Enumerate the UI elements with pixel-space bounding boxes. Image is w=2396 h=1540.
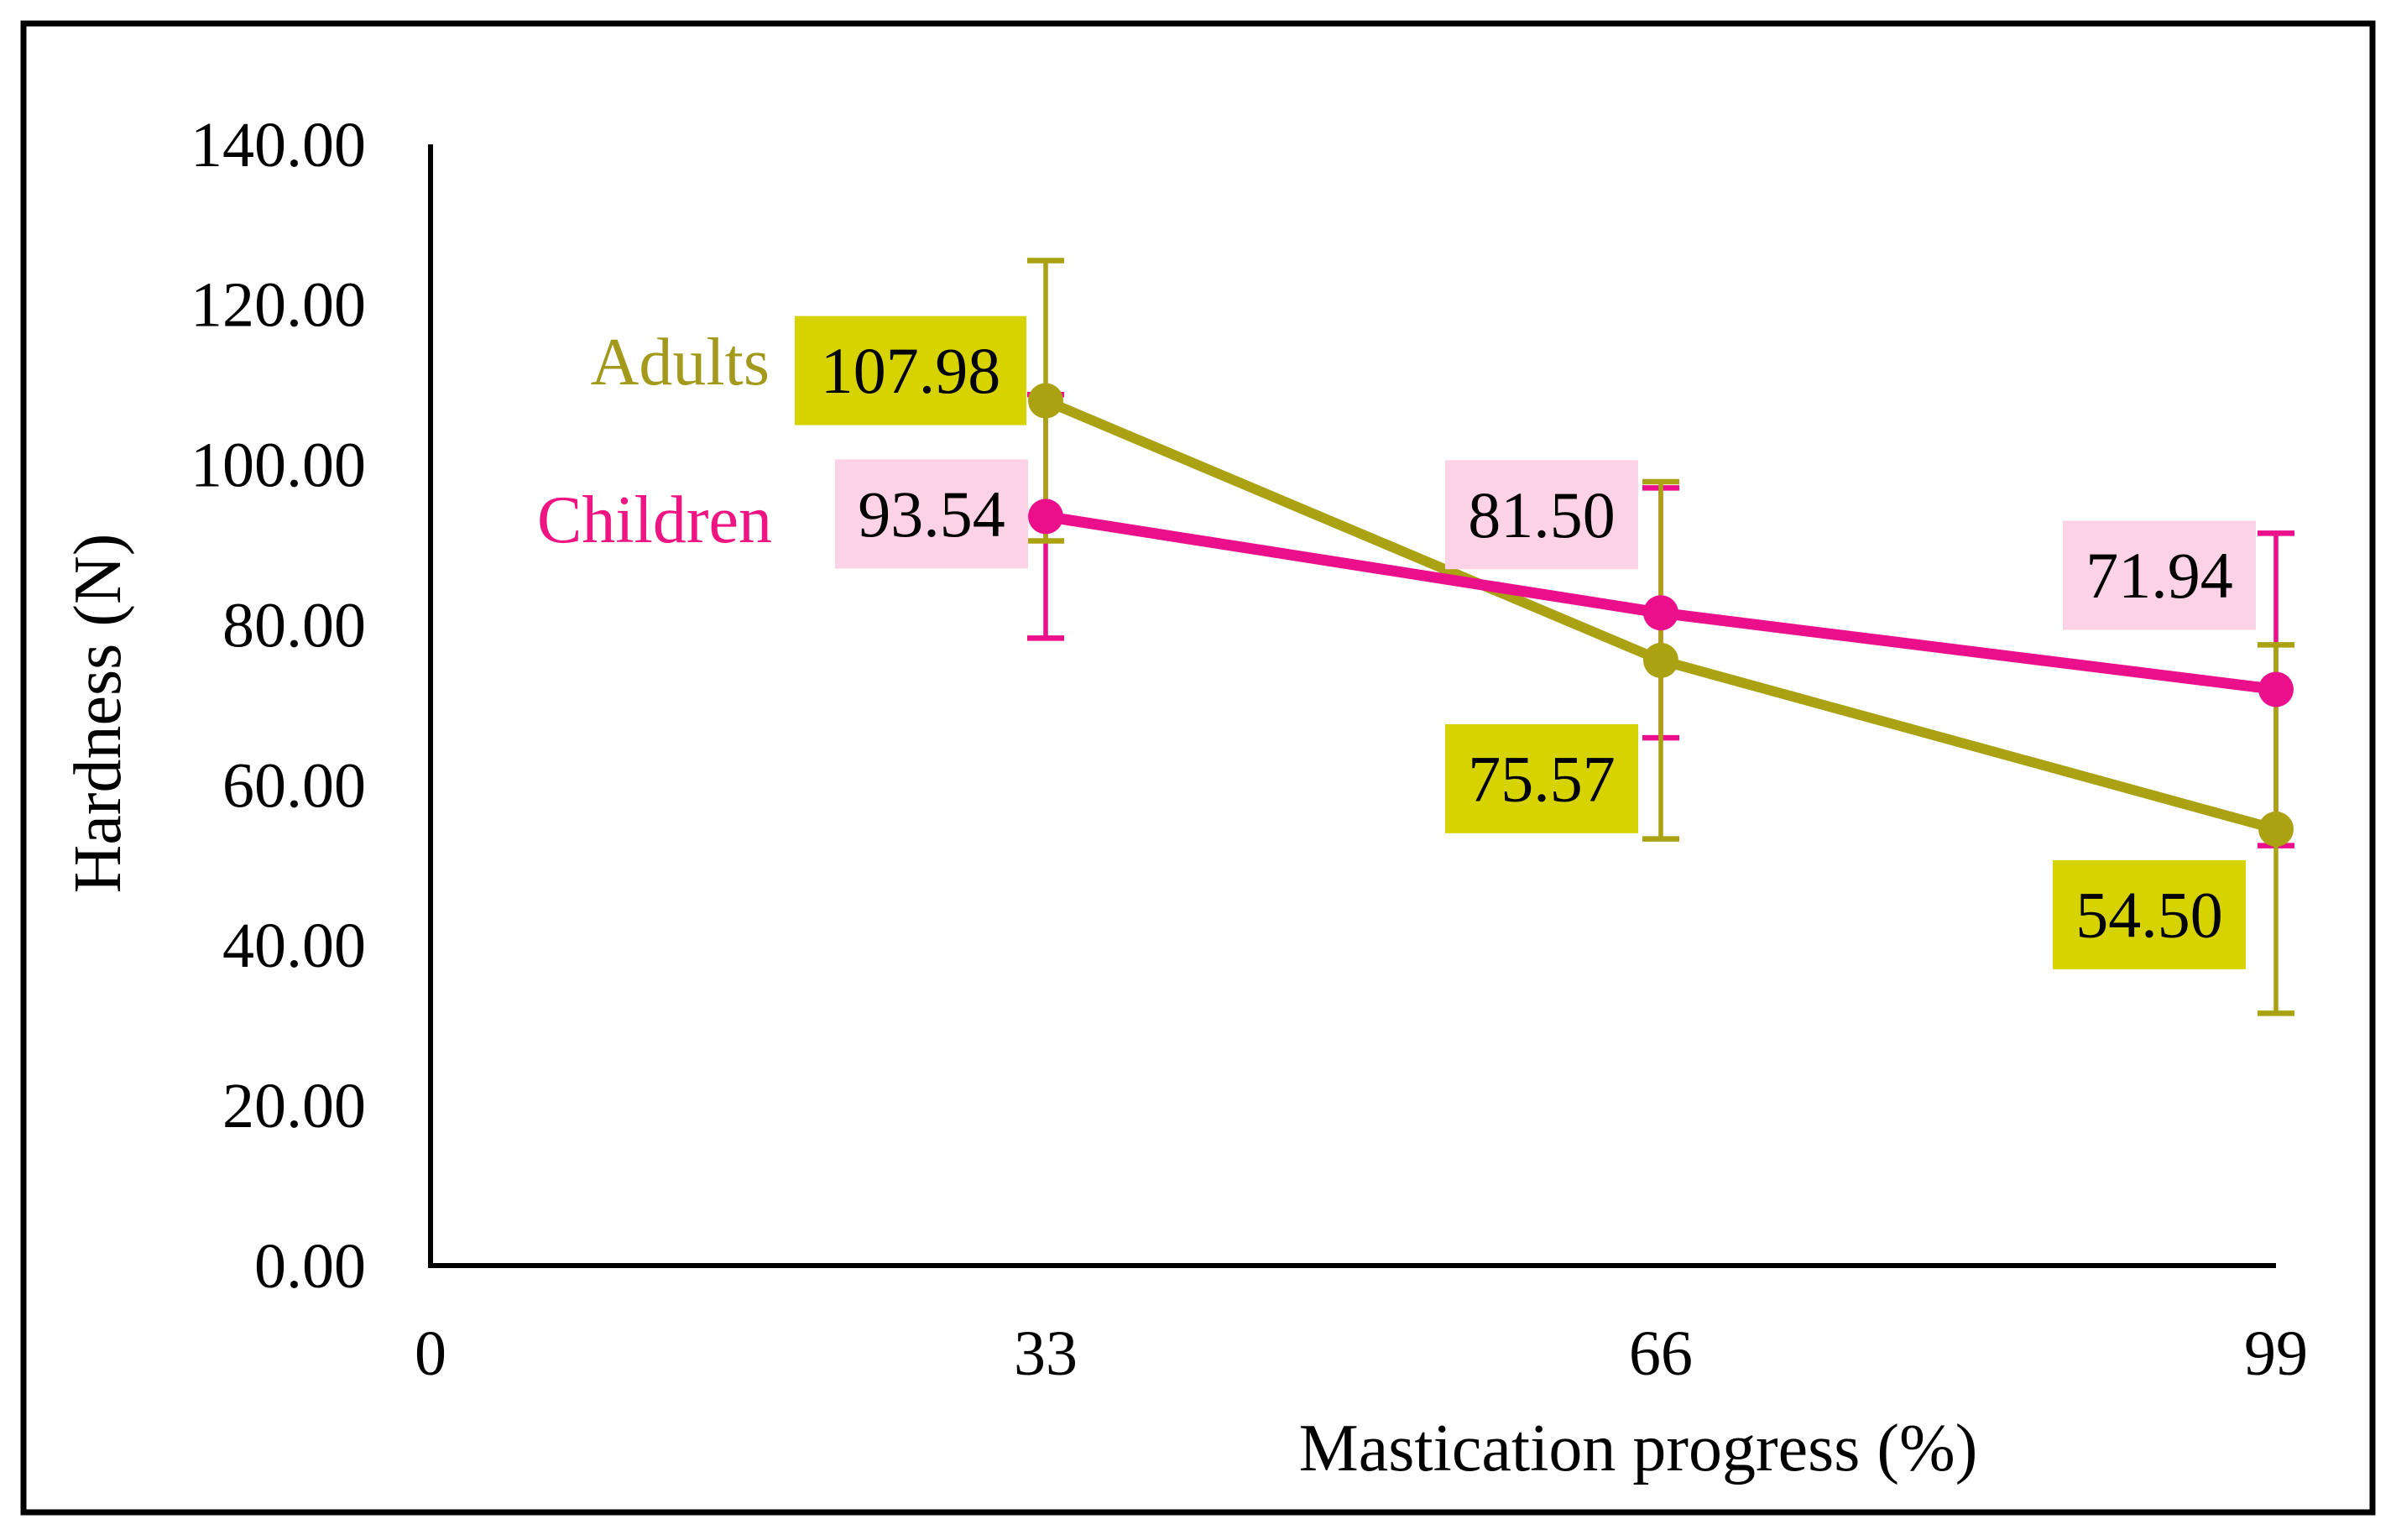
adults-marker-66 — [1643, 642, 1678, 678]
data-label-children-66: 81.50 — [1468, 478, 1616, 551]
y-tick-label-40.00: 40.00 — [222, 911, 366, 981]
x-tick-label-33: 33 — [1014, 1318, 1078, 1389]
data-label-children-99-bg — [2063, 520, 2256, 630]
data-label-children-33: 93.54 — [858, 478, 1005, 551]
y-tick-label-0.00: 0.00 — [254, 1231, 366, 1302]
y-tick-label-100.00: 100.00 — [191, 431, 366, 501]
x-axis-title: Mastication progress (%) — [1299, 1412, 1978, 1485]
data-label-adults-99: 54.50 — [2075, 878, 2223, 951]
children-marker-99 — [2258, 671, 2294, 707]
data-label-children-66-bg — [1445, 460, 1638, 570]
y-axis-title: Hardness (N) — [61, 534, 135, 894]
data-label-children-99: 71.94 — [2085, 539, 2233, 612]
legend-adults: Adults — [591, 326, 770, 399]
y-tick-label-60.00: 60.00 — [222, 750, 366, 821]
legend-children: Children — [537, 483, 772, 557]
y-tick-label-140.00: 140.00 — [191, 110, 366, 180]
x-tick-label-99: 99 — [2244, 1318, 2308, 1389]
data-labels-group: 107.98 75.57 54.50 93.54 81.50 71.94 — [795, 316, 2256, 969]
data-label-adults-33-bg — [795, 316, 1026, 425]
data-label-adults-66-bg — [1445, 723, 1638, 833]
y-tick-label-20.00: 20.00 — [222, 1071, 366, 1141]
children-marker-33 — [1028, 499, 1063, 535]
adults-marker-99 — [2258, 811, 2294, 847]
axis-ticks-group: 0.00 20.00 40.00 60.00 80.00 100.00 120.00 140.… — [191, 110, 2308, 1389]
x-tick-label-66: 66 — [1629, 1318, 1693, 1389]
legend-group: Adults Children — [537, 326, 772, 557]
data-label-adults-99-bg — [2053, 859, 2246, 969]
y-tick-label-120.00: 120.00 — [191, 270, 366, 341]
figure-border — [20, 20, 2376, 1516]
data-label-adults-66: 75.57 — [1468, 742, 1616, 815]
data-label-adults-33: 107.98 — [821, 334, 1001, 407]
series-markers-group — [1028, 383, 2294, 847]
x-tick-label-0: 0 — [415, 1318, 446, 1389]
children-marker-66 — [1643, 595, 1678, 631]
data-label-children-33-bg — [835, 459, 1028, 569]
adults-marker-33 — [1028, 383, 1063, 419]
y-tick-label-80.00: 80.00 — [222, 590, 366, 660]
